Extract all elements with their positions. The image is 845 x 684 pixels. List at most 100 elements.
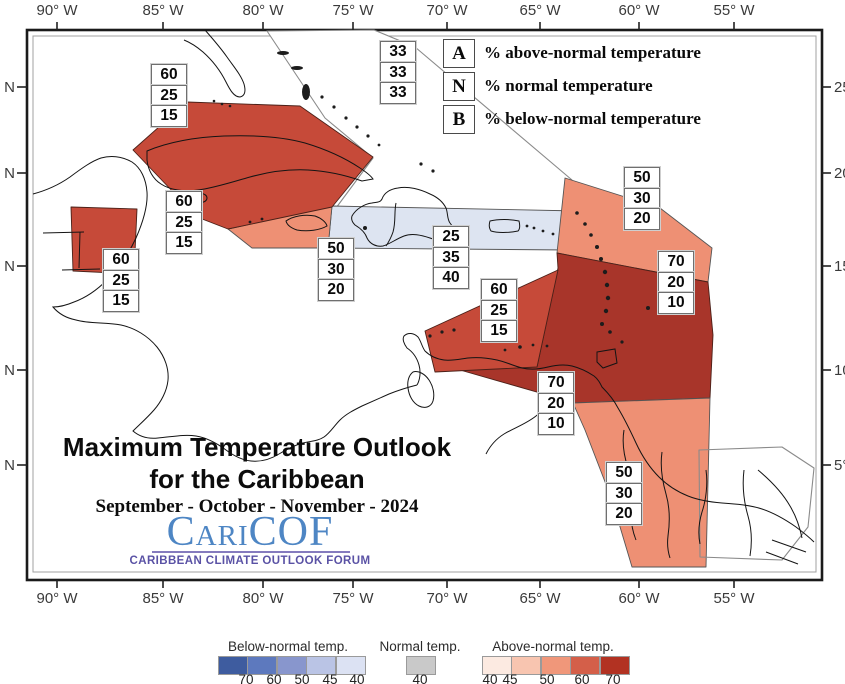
lon-label-top: 90° W [36, 2, 78, 19]
lat-label-right: 15 [834, 258, 845, 275]
lat-label-left: N [4, 457, 15, 474]
prob-cell: 15 [481, 320, 517, 343]
belize-guatemala-borders [42, 231, 101, 271]
colorbar-threshold: 70 [238, 672, 254, 684]
prob-cell: 60 [481, 279, 517, 301]
prob-cell: 60 [103, 249, 139, 271]
map-outer-border [25, 28, 824, 582]
colorbar-bar-below [217, 656, 366, 675]
prob-box-bahamas: 33 33 33 [380, 41, 416, 105]
colorbar-label-below: Below-normal temp. [227, 639, 349, 654]
colorbar-threshold: 60 [574, 672, 590, 684]
lon-label-top: 75° W [332, 2, 374, 19]
prob-cell: 70 [538, 372, 574, 394]
colorbar-bar-normal [405, 656, 436, 675]
courantyne-border [660, 451, 671, 559]
lon-label-bottom: 85° W [142, 590, 184, 607]
prob-cell: 20 [624, 208, 660, 231]
florida-coast [183, 29, 246, 98]
lon-label-top: 65° W [519, 2, 561, 19]
prob-cell: 33 [380, 41, 416, 63]
small-islands [212, 51, 650, 352]
region-french-guiana-outline [698, 446, 815, 561]
prob-box-abc-islands: 60 25 15 [481, 279, 517, 343]
caricof-logo-underline [152, 551, 350, 553]
anb-key-N: N [443, 71, 475, 101]
anb-row-below: B % below-normal temperature [443, 104, 701, 134]
caricof-logo-tagline: CARIBBEAN CLIMATE OUTLOOK FORUM [129, 555, 371, 567]
prob-cell: 33 [380, 82, 416, 105]
prob-cell: 10 [658, 292, 694, 315]
colorbar-threshold: 50 [539, 672, 555, 684]
colorbar-threshold: 50 [294, 672, 310, 684]
prob-cell: 25 [481, 299, 517, 322]
prob-cell: 50 [606, 462, 642, 484]
mexico-central-america-coast [32, 156, 418, 462]
prob-cell: 20 [658, 271, 694, 294]
lat-label-right: 25 [834, 79, 845, 96]
anb-row-above: A % above-normal temperature [443, 38, 701, 68]
puerto-rico-coast [488, 219, 521, 233]
prob-cell: 25 [103, 269, 139, 292]
colorbar-cell [599, 656, 630, 675]
jamaica-coast [285, 214, 328, 232]
prob-cell: 30 [624, 187, 660, 210]
lat-label-right: 5° [834, 457, 845, 474]
map-title-period: September - October - November - 2024 [95, 496, 419, 517]
lat-label-right: 10 [834, 362, 845, 379]
prob-box-hispaniola: 25 35 40 [433, 226, 469, 290]
prob-box-lesser-antilles-south: 70 20 10 [658, 251, 694, 315]
anb-label-above: % above-normal temperature [484, 43, 701, 62]
lon-label-bottom: 55° W [713, 590, 755, 607]
anb-key-B: B [443, 104, 475, 134]
caricof-logo: CariCOF [166, 509, 334, 555]
prob-cell: 30 [606, 482, 642, 505]
lat-label-left: N [4, 165, 15, 182]
prob-box-belize: 60 25 15 [103, 249, 139, 313]
prob-cell: 25 [433, 226, 469, 248]
prob-box-guyana: 50 30 20 [606, 462, 642, 526]
prob-cell: 20 [318, 279, 354, 302]
colorbar-label-normal: Normal temp. [379, 639, 461, 654]
lon-label-bottom: 80° W [242, 590, 284, 607]
prob-cell: 15 [151, 105, 187, 128]
colorbar-bar-above [481, 656, 630, 675]
lon-label-top: 70° W [426, 2, 468, 19]
prob-cell: 70 [658, 251, 694, 273]
prob-cell: 25 [151, 84, 187, 107]
prob-box-cuba-south: 60 25 15 [166, 191, 202, 255]
lon-label-bottom: 75° W [332, 590, 374, 607]
prob-cell: 15 [103, 290, 139, 313]
trinidad-coast [596, 348, 618, 369]
prob-cell: 35 [433, 246, 469, 269]
prob-box-ne-caribbean: 50 30 20 [624, 167, 660, 231]
anb-label-below: % below-normal temperature [484, 109, 701, 128]
lon-label-top: 80° W [242, 2, 284, 19]
map-title-line2: for the Caribbean [149, 464, 365, 494]
lon-label-bottom: 90° W [36, 590, 78, 607]
lake-maracaibo [407, 371, 435, 408]
colorbar-threshold: 45 [502, 672, 518, 684]
lon-label-bottom: 70° W [426, 590, 468, 607]
brazil-coast-inset [757, 469, 807, 565]
guiana-borders [698, 469, 752, 557]
lat-label-right: 20 [834, 165, 845, 182]
prob-cell: 25 [166, 211, 202, 234]
anb-key-A: A [443, 38, 475, 68]
cuba-coast [146, 135, 374, 192]
map-title-line1: Maximum Temperature Outlook [62, 432, 452, 462]
prob-cell: 10 [538, 413, 574, 436]
axis-layer: 90° W 90° W 85° W 85° W 80° W 80° W 75° W 75° W… [4, 2, 845, 607]
prob-cell: 50 [624, 167, 660, 189]
prob-cell: 40 [433, 267, 469, 290]
prob-cell: 60 [166, 191, 202, 213]
colorbar-cell [335, 656, 366, 675]
venezuela-guiana-coast [402, 333, 815, 543]
lon-label-bottom: 65° W [519, 590, 561, 607]
colorbar-threshold: 60 [266, 672, 282, 684]
lon-label-top: 55° W [713, 2, 755, 19]
lon-label-top: 85° W [142, 2, 184, 19]
coastlines [32, 29, 815, 565]
prob-cell: 15 [166, 232, 202, 255]
prob-cell: 33 [380, 61, 416, 84]
